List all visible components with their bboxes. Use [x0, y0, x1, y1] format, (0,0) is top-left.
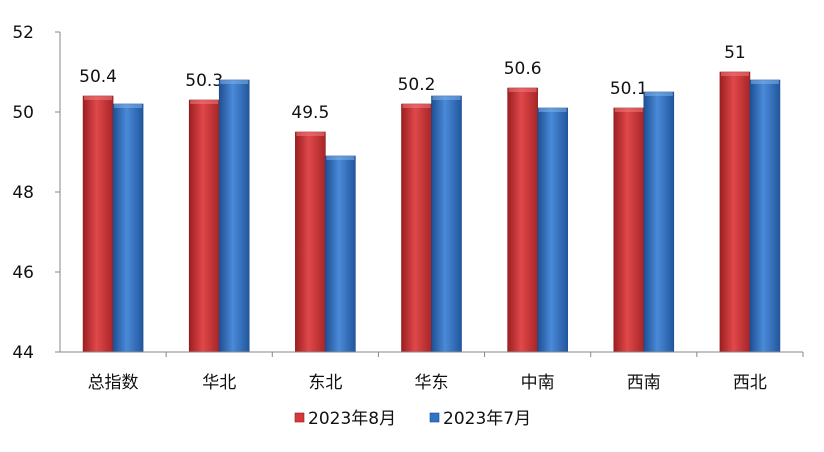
x-tick-label: 西北 [733, 373, 767, 393]
legend: 2023年8月 2023年7月 [294, 409, 531, 429]
x-axis: 总指数 华北 东北 华东 中南 西南 西北 [60, 351, 804, 393]
y-tick-label: 44 [12, 343, 34, 363]
bar-jul [643, 91, 675, 353]
x-tick-label: 东北 [308, 373, 342, 393]
bar-aug [401, 103, 432, 353]
bar-jul [431, 95, 462, 353]
bar-jul [325, 155, 356, 353]
data-label: 49.5 [291, 103, 329, 123]
bar-aug [613, 107, 645, 353]
bar-jul [112, 103, 144, 353]
data-label: 50.4 [79, 67, 117, 87]
bar-highlight [508, 88, 537, 92]
y-tick-label: 48 [12, 183, 34, 203]
data-label: 50.6 [504, 59, 542, 79]
bar-aug [188, 99, 220, 353]
bar-highlight [220, 80, 249, 84]
bar-highlight [114, 104, 143, 108]
data-label: 50.1 [610, 79, 648, 99]
bar-jul [218, 79, 250, 353]
x-tick-label: 华东 [415, 373, 449, 393]
bar-jul [537, 107, 568, 353]
bar-highlight [84, 96, 113, 100]
bar-highlight [720, 72, 749, 76]
bar-highlight [538, 108, 567, 112]
bar-highlight [644, 92, 673, 96]
legend-swatch [429, 412, 440, 423]
bar-aug [82, 95, 114, 353]
y-tick-label: 50 [12, 103, 34, 123]
x-tick-label: 总指数 [88, 373, 139, 393]
data-label: 50.3 [185, 71, 223, 91]
legend-swatch [294, 412, 305, 423]
data-label: 50.2 [398, 75, 436, 95]
x-tick-label: 西南 [627, 373, 661, 393]
bar-aug [507, 87, 538, 353]
bar-aug [295, 131, 326, 353]
bar-highlight [402, 104, 431, 108]
bar-highlight [614, 108, 643, 112]
bar-highlight [432, 96, 461, 100]
y-axis: 44 46 48 50 52 [12, 23, 61, 363]
bar-highlight [296, 132, 325, 136]
bar-highlight [190, 100, 219, 104]
bar-highlight [326, 156, 355, 160]
x-tick-label: 华北 [202, 373, 236, 393]
legend-label: 2023年7月 [443, 409, 531, 429]
bar-jul [749, 79, 781, 353]
data-label: 51 [724, 43, 746, 63]
y-tick-label: 52 [12, 23, 34, 43]
bar-highlight [750, 80, 779, 84]
bars: 50.4 50.3 49.5 50.2 50.6 50.1 51 [79, 43, 781, 353]
x-tick-label: 中南 [521, 373, 555, 393]
legend-label: 2023年8月 [308, 409, 396, 429]
y-tick-label: 46 [12, 263, 34, 283]
bar-aug [719, 71, 751, 353]
